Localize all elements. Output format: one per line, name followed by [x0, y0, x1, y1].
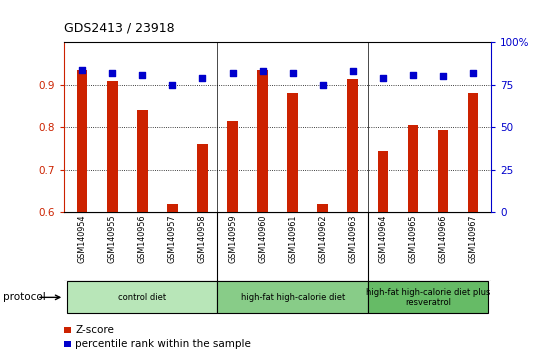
- Bar: [348, 79, 358, 212]
- Text: GSM140966: GSM140966: [439, 215, 448, 263]
- Bar: [77, 70, 88, 212]
- Bar: [137, 110, 147, 212]
- Bar: [368, 281, 488, 313]
- Bar: [197, 144, 208, 212]
- Bar: [107, 81, 118, 212]
- Text: GDS2413 / 23918: GDS2413 / 23918: [64, 21, 175, 34]
- Point: [439, 74, 448, 79]
- Bar: [378, 151, 388, 212]
- Text: GSM140958: GSM140958: [198, 215, 207, 263]
- Text: GSM140957: GSM140957: [168, 215, 177, 263]
- Text: GSM140959: GSM140959: [228, 215, 237, 263]
- Text: GSM140962: GSM140962: [318, 215, 327, 263]
- Text: GSM140956: GSM140956: [138, 215, 147, 263]
- Text: high-fat high-calorie diet: high-fat high-calorie diet: [240, 293, 345, 302]
- Point: [108, 70, 117, 76]
- Bar: [67, 281, 218, 313]
- Point: [408, 72, 417, 78]
- Bar: [437, 130, 448, 212]
- Point: [168, 82, 177, 88]
- Point: [378, 75, 387, 81]
- Point: [288, 70, 297, 76]
- Text: protocol: protocol: [3, 292, 46, 302]
- Text: GSM140964: GSM140964: [378, 215, 387, 263]
- Text: GSM140963: GSM140963: [348, 215, 357, 263]
- Point: [348, 69, 357, 74]
- Text: control diet: control diet: [118, 293, 166, 302]
- Point: [78, 67, 86, 73]
- Text: GSM140961: GSM140961: [288, 215, 297, 263]
- Text: GSM140954: GSM140954: [78, 215, 86, 263]
- Bar: [167, 204, 177, 212]
- Point: [138, 72, 147, 78]
- Bar: [227, 121, 238, 212]
- Point: [469, 70, 478, 76]
- Bar: [287, 93, 298, 212]
- Point: [228, 70, 237, 76]
- Bar: [468, 93, 478, 212]
- Bar: [218, 281, 368, 313]
- Text: GSM140955: GSM140955: [108, 215, 117, 263]
- Point: [318, 82, 327, 88]
- Point: [258, 69, 267, 74]
- Text: percentile rank within the sample: percentile rank within the sample: [75, 339, 251, 349]
- Text: GSM140967: GSM140967: [469, 215, 478, 263]
- Text: GSM140965: GSM140965: [408, 215, 417, 263]
- Point: [198, 75, 207, 81]
- Bar: [257, 70, 268, 212]
- Bar: [408, 125, 418, 212]
- Text: GSM140960: GSM140960: [258, 215, 267, 263]
- Text: high-fat high-calorie diet plus
resveratrol: high-fat high-calorie diet plus resverat…: [365, 288, 490, 307]
- Text: Z-score: Z-score: [75, 325, 114, 335]
- Bar: [318, 204, 328, 212]
